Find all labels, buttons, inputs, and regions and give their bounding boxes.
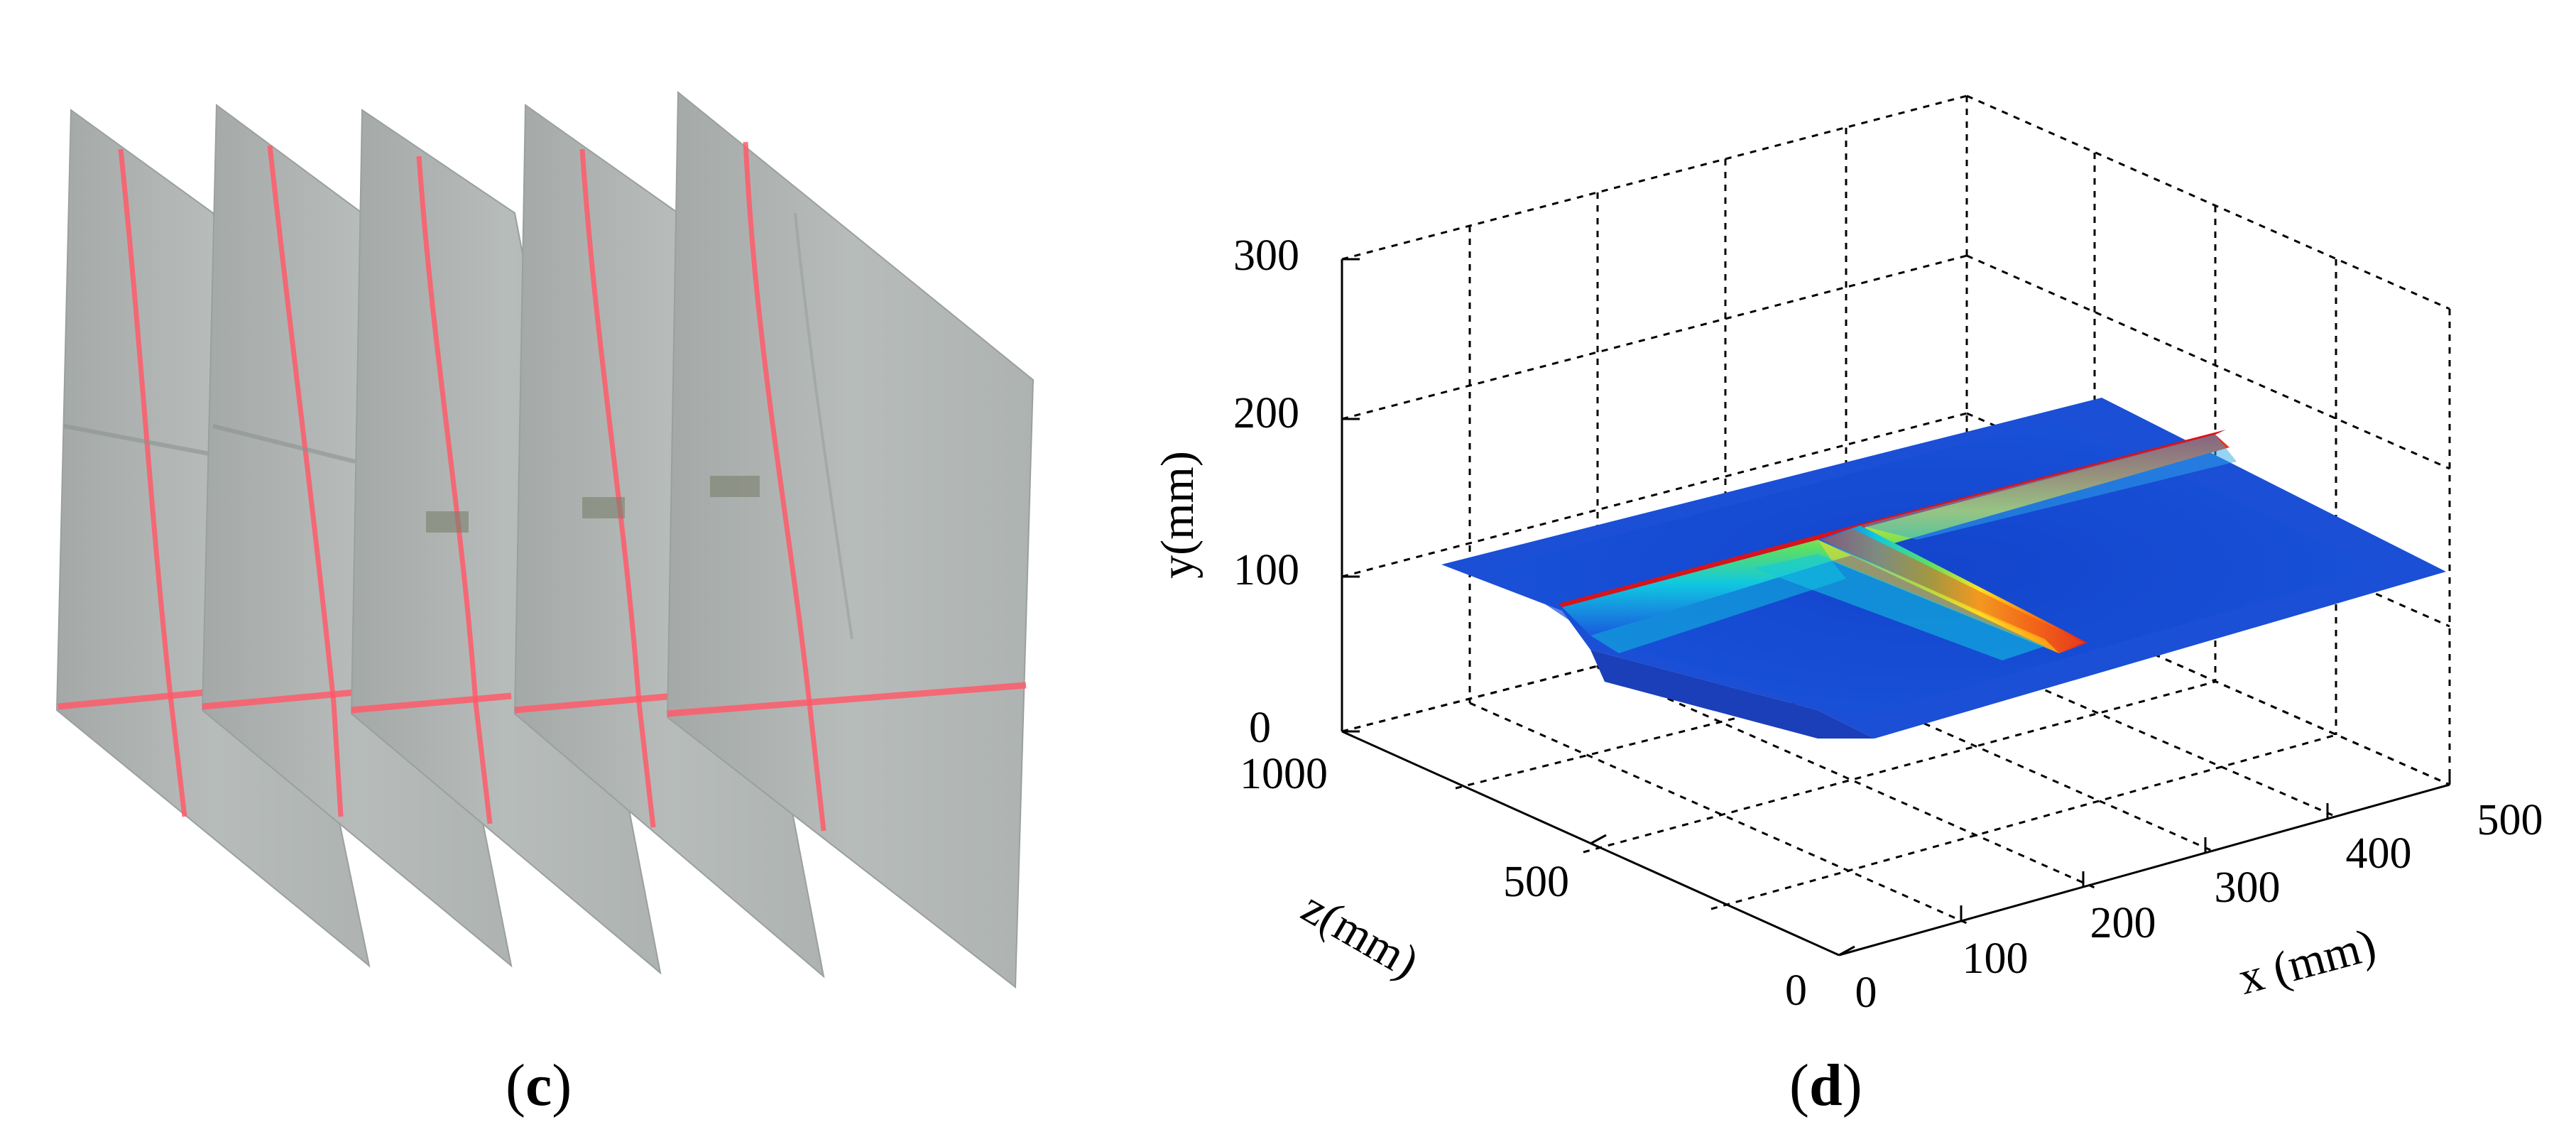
z-axis-tick-labels: 1000 500 0 (1240, 750, 1807, 1015)
surface-plot-3d: 300 200 100 0 1000 500 0 0 100 200 300 4… (1152, 94, 2543, 1017)
x-tick-label: 300 (2215, 864, 2281, 912)
laser-sheet-5 (666, 90, 1035, 988)
y-tick-label: 200 (1233, 389, 1299, 437)
x-tick-label: 200 (2090, 899, 2156, 947)
panel-label-d-letter: d (1808, 1052, 1843, 1118)
panel-label-d: (d) (1789, 1051, 1862, 1120)
x-tick-label: 500 (2477, 796, 2543, 844)
panel-label-d-open: ( (1789, 1052, 1809, 1118)
z-axis-label: z(mm) (1293, 881, 1427, 988)
z-tick-label: 0 (1785, 966, 1807, 1015)
panel-label-d-close: ) (1842, 1052, 1862, 1118)
x-tick-label: 400 (2346, 829, 2412, 878)
y-axis-label: y(mm) (1152, 451, 1204, 579)
y-tick-label: 300 (1233, 231, 1299, 280)
x-tick-label: 100 (1963, 935, 2029, 983)
y-tick-label: 0 (1249, 704, 1271, 752)
x-axis-label: x (mm) (2233, 919, 2381, 1005)
x-axis-tick-labels: 0 100 200 300 400 500 (1855, 796, 2543, 1017)
laser-sheet-stack (55, 90, 1035, 988)
y-axis-tick-labels: 300 200 100 0 (1233, 231, 1299, 752)
x-tick-label: 0 (1855, 969, 1877, 1017)
z-tick-label: 500 (1503, 858, 1569, 906)
panel-label-c-letter: c (525, 1052, 552, 1118)
panel-label-c: (c) (506, 1051, 572, 1120)
plot-tick-marks (1342, 258, 2451, 957)
surface-mesh (1441, 398, 2446, 739)
y-tick-label: 100 (1233, 546, 1299, 594)
panel-label-c-close: ) (552, 1052, 572, 1118)
z-tick-label: 1000 (1240, 750, 1328, 798)
panel-label-c-open: ( (506, 1052, 525, 1118)
